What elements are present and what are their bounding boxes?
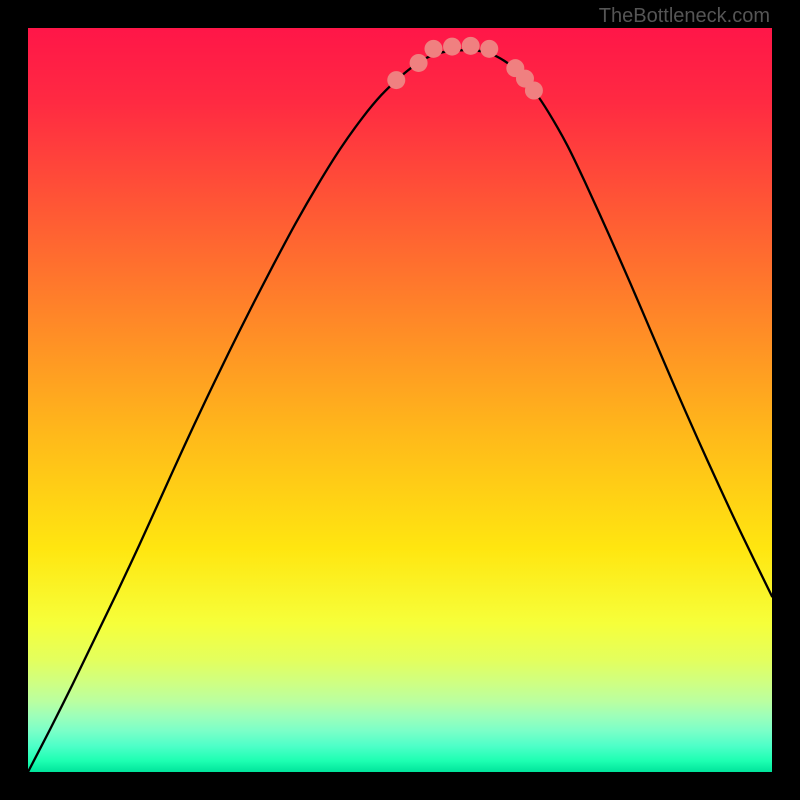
marker-point xyxy=(525,82,543,100)
marker-point xyxy=(424,40,442,58)
marker-point xyxy=(387,71,405,89)
chart-root: TheBottleneck.com xyxy=(0,0,800,800)
marker-point xyxy=(480,40,498,58)
plot-area xyxy=(28,28,772,772)
marker-point xyxy=(443,38,461,56)
marker-point xyxy=(462,37,480,55)
watermark-text: TheBottleneck.com xyxy=(599,5,770,27)
marker-point xyxy=(410,54,428,72)
chart-svg: TheBottleneck.com xyxy=(0,0,800,800)
